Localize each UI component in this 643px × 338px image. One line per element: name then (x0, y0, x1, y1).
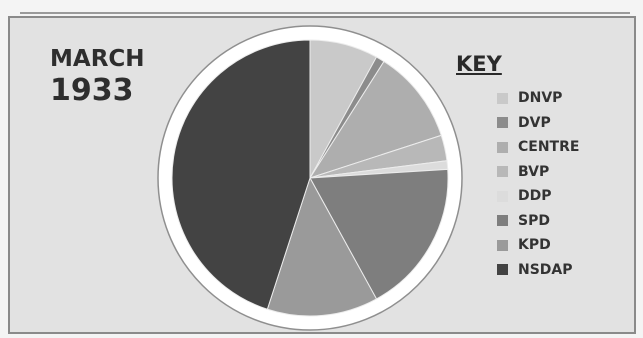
legend-label: DDP (518, 188, 552, 205)
legend-item-spd: SPD (497, 209, 579, 234)
legend-label: NSDAP (518, 261, 573, 278)
legend-label: BVP (518, 163, 550, 180)
legend-swatch (497, 141, 508, 153)
pie-slice-nsdap (171, 39, 311, 310)
chart-title-month: MARCH (50, 46, 145, 72)
legend-swatch (497, 190, 508, 202)
legend-label: KPD (518, 237, 551, 254)
legend-label: DNVP (518, 90, 563, 107)
legend-item-nsdap: NSDAP (497, 258, 579, 283)
pie-slice-centre (308, 60, 442, 179)
legend-label: SPD (518, 212, 550, 229)
legend-swatch (497, 264, 508, 276)
legend-item-dvp: DVP (497, 111, 579, 136)
chart-title-year: 1933 (50, 73, 134, 108)
pie-slices (171, 39, 449, 317)
chart-title: MARCH 1933 (50, 46, 145, 109)
legend-swatch (497, 117, 508, 129)
top-rule (20, 12, 630, 14)
legend-item-bvp: BVP (497, 160, 579, 185)
pie-slice-spd (309, 168, 449, 300)
legend-label: DVP (518, 114, 551, 131)
legend-swatch (497, 215, 508, 227)
legend-label: CENTRE (518, 139, 580, 156)
legend-item-kpd: KPD (497, 233, 579, 258)
legend-swatch (497, 166, 508, 178)
legend-item-ddp: DDP (497, 184, 579, 209)
legend-title: KEY (456, 52, 502, 76)
legend-item-dnvp: DNVP (497, 86, 579, 111)
legend-swatch (497, 92, 508, 104)
legend-item-centre: CENTRE (497, 135, 579, 160)
legend: DNVP DVP CENTRE BVP DDP SPD KPD NSDAP (497, 86, 579, 282)
pie-slice-kpd (266, 176, 378, 317)
legend-swatch (497, 239, 508, 251)
